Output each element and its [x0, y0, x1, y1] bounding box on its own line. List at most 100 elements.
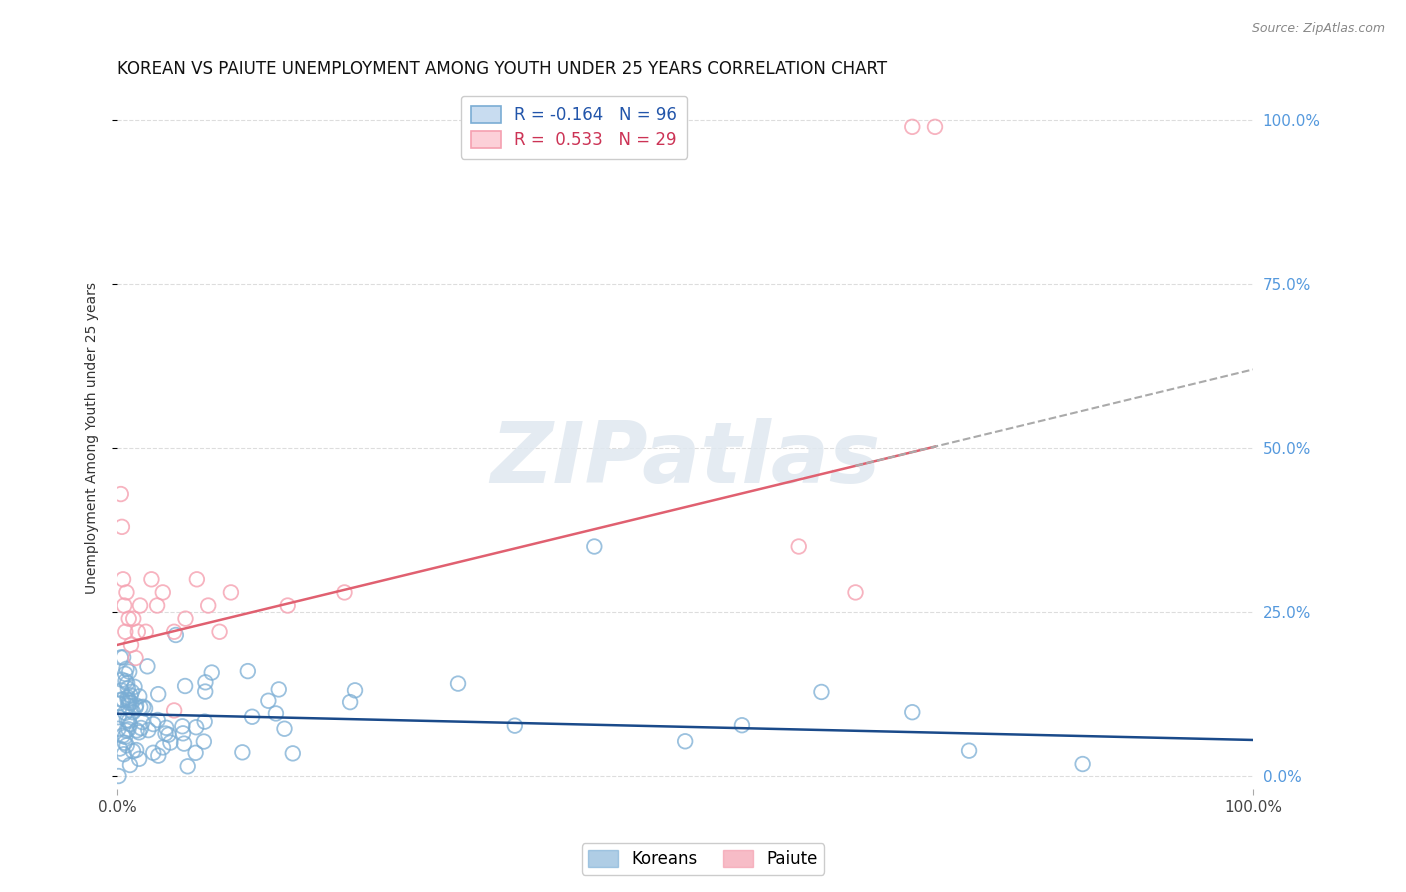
Point — [257, 694, 280, 708]
Point — [194, 714, 217, 729]
Point — [810, 685, 832, 699]
Point — [583, 540, 606, 554]
Point — [117, 698, 139, 713]
Point — [115, 676, 138, 690]
Point — [115, 585, 138, 599]
Point — [134, 701, 156, 715]
Point — [110, 692, 132, 706]
Point — [107, 710, 129, 724]
Point — [673, 734, 696, 748]
Point — [146, 713, 169, 727]
Point — [197, 599, 219, 613]
Point — [344, 683, 367, 698]
Point — [129, 700, 152, 714]
Point — [128, 752, 150, 766]
Point — [115, 723, 138, 738]
Point — [129, 599, 152, 613]
Point — [787, 540, 810, 554]
Point — [107, 696, 129, 710]
Point — [174, 612, 197, 626]
Point — [132, 699, 155, 714]
Point — [125, 698, 148, 713]
Point — [240, 710, 263, 724]
Point — [124, 651, 146, 665]
Point — [118, 693, 141, 707]
Point — [231, 745, 253, 759]
Point — [121, 684, 143, 698]
Point — [155, 721, 177, 735]
Point — [118, 714, 141, 728]
Point — [267, 682, 290, 697]
Point — [184, 746, 207, 760]
Point — [124, 700, 146, 714]
Point — [146, 599, 169, 613]
Point — [339, 695, 361, 709]
Point — [111, 692, 134, 706]
Point — [110, 683, 132, 698]
Point — [118, 758, 141, 772]
Point — [118, 717, 141, 731]
Point — [114, 674, 136, 689]
Point — [120, 696, 142, 710]
Point — [176, 759, 198, 773]
Point — [115, 713, 138, 727]
Point — [122, 744, 145, 758]
Point — [112, 747, 135, 762]
Point — [142, 717, 165, 731]
Point — [219, 585, 242, 599]
Text: Source: ZipAtlas.com: Source: ZipAtlas.com — [1251, 22, 1385, 36]
Point — [731, 718, 754, 732]
Point — [107, 722, 129, 736]
Point — [128, 725, 150, 739]
Point — [136, 659, 159, 673]
Point — [141, 572, 163, 586]
Point — [155, 726, 177, 740]
Point — [120, 638, 142, 652]
Point — [152, 740, 174, 755]
Point — [117, 681, 139, 696]
Point — [108, 741, 131, 756]
Point — [114, 730, 136, 744]
Point — [194, 684, 217, 698]
Point — [924, 120, 946, 134]
Point — [115, 662, 138, 676]
Point — [117, 690, 139, 705]
Point — [111, 673, 134, 687]
Point — [173, 737, 195, 751]
Point — [115, 739, 138, 753]
Legend: R = -0.164   N = 96, R =  0.533   N = 29: R = -0.164 N = 96, R = 0.533 N = 29 — [461, 95, 688, 159]
Point — [125, 743, 148, 757]
Point — [110, 487, 132, 501]
Point — [131, 715, 153, 730]
Point — [138, 723, 160, 738]
Point — [128, 690, 150, 704]
Legend: Koreans, Paiute: Koreans, Paiute — [582, 843, 824, 875]
Point — [112, 572, 135, 586]
Point — [273, 722, 295, 736]
Point — [1071, 757, 1094, 772]
Point — [159, 735, 181, 749]
Point — [110, 650, 132, 665]
Point — [114, 736, 136, 750]
Point — [174, 679, 197, 693]
Point — [333, 585, 356, 599]
Point — [148, 687, 170, 701]
Point — [148, 748, 170, 763]
Point — [901, 120, 924, 134]
Point — [277, 599, 299, 613]
Point — [127, 624, 149, 639]
Point — [114, 624, 136, 639]
Point — [114, 706, 136, 720]
Point — [157, 728, 180, 742]
Text: KOREAN VS PAIUTE UNEMPLOYMENT AMONG YOUTH UNDER 25 YEARS CORRELATION CHART: KOREAN VS PAIUTE UNEMPLOYMENT AMONG YOUT… — [117, 60, 887, 78]
Point — [152, 585, 174, 599]
Point — [120, 689, 142, 703]
Point — [957, 744, 980, 758]
Point — [844, 585, 866, 599]
Point — [193, 734, 215, 748]
Point — [107, 769, 129, 783]
Point — [125, 723, 148, 738]
Point — [503, 718, 526, 732]
Point — [118, 612, 141, 626]
Point — [122, 612, 145, 626]
